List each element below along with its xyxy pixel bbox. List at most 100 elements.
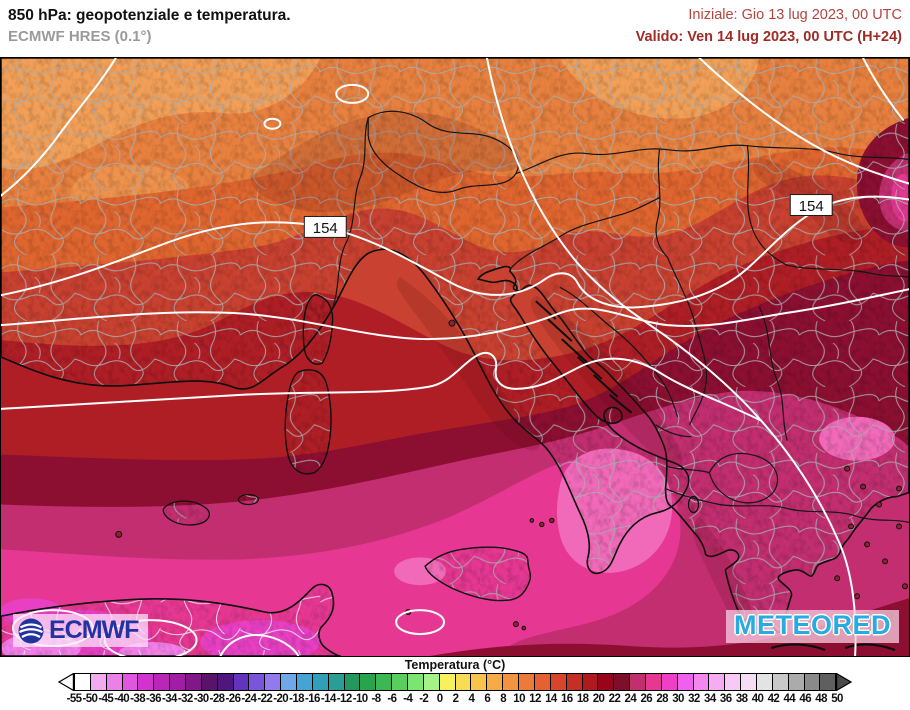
colorbar-tick: 34: [704, 693, 716, 705]
colorbar-cell: [708, 674, 725, 690]
contour-nw: [1, 58, 117, 197]
contour-ne-corner: [862, 58, 905, 121]
header-left: 850 hPa: geopotenziale e temperatura. EC…: [8, 5, 291, 47]
colorbar-cell: [375, 674, 392, 690]
border-montenegro: [655, 424, 692, 438]
colorbar-cell: [153, 674, 170, 690]
run-time-label: Iniziale: Gio 13 lug 2023, 00 UTC: [688, 7, 902, 23]
colorbar-tick: -8: [371, 693, 382, 705]
border-serbia-romania: [746, 145, 788, 266]
colorbar-tick: 28: [656, 693, 668, 705]
contour-loop-africa-4: [219, 634, 300, 656]
country-borders: [331, 110, 909, 524]
contour-154-main: [1, 195, 909, 309]
colorbar-cell: [407, 674, 423, 690]
model-subtitle: ECMWF HRES (0.1°): [8, 28, 152, 46]
colorbar-tick: 22: [608, 693, 621, 705]
colorbar-cells: [74, 673, 837, 691]
colorbar-cell: [200, 674, 217, 690]
colorbar-cell: [787, 674, 804, 690]
colorbar-tick: 40: [751, 693, 764, 705]
colorbar-tick: -14: [320, 693, 336, 705]
island-malta-2: [521, 625, 527, 631]
svg-text:154: 154: [313, 220, 338, 237]
colorbar-tick: 46: [799, 693, 811, 705]
colorbar-cell: [502, 674, 519, 690]
relief-alps: [250, 112, 521, 213]
colorbar-cell: [660, 674, 677, 690]
colorbar-right-arrow: [836, 673, 852, 691]
colorbar-cell: [74, 674, 90, 690]
colorbar-cell: [613, 674, 630, 690]
colorbar-cell: [470, 674, 487, 690]
colorbar-tick: 0: [436, 693, 443, 705]
colorbar-tick: -32: [177, 693, 193, 705]
colorbar-cell: [327, 674, 344, 690]
border-danube: [787, 264, 909, 278]
border-slovenia-croatia: [509, 196, 660, 270]
contour-loop-alps-2: [335, 83, 370, 104]
colorbar-tick: 42: [767, 693, 780, 705]
colorbar-cell: [311, 674, 328, 690]
colorbar-cell: [819, 674, 837, 690]
colorbar-left-arrow: [58, 673, 74, 691]
island-malta-1: [512, 621, 519, 628]
contour-south-parallel: [1, 288, 909, 341]
colorbar-cell: [137, 674, 154, 690]
aegean-islands: [834, 465, 909, 620]
colorbar-tick: -4: [403, 693, 413, 705]
colorbar-cell: [296, 674, 312, 690]
border-france-italy: [331, 117, 369, 310]
colorbar-cell: [185, 674, 201, 690]
colorbar-cell: [438, 674, 455, 690]
colorbar-cell: [391, 674, 408, 690]
border-bosnia-serbia: [666, 257, 708, 426]
valid-time-label: Valido: Ven 14 lug 2023, 00 UTC (H+24): [635, 28, 902, 45]
header-right: Iniziale: Gio 13 lug 2023, 00 UTC Valido…: [636, 5, 902, 48]
colorbar-tick: -50: [82, 693, 98, 705]
colorbar-cell: [581, 674, 598, 690]
colorbar-tick: 10: [513, 693, 525, 705]
colorbar-cell: [248, 674, 265, 690]
contour-loop-africa-3: [395, 609, 446, 636]
geopotential-label: 154: [789, 194, 833, 216]
colorbar-cell: [549, 674, 566, 690]
colorbar-tick: 30: [672, 693, 684, 705]
border-serbia-bulgaria: [758, 306, 788, 441]
coastline-sardinia: [284, 369, 332, 475]
colorbar-cell: [359, 674, 376, 690]
colorbar-ticks: -55 -50 -45 -40 -38 -36 -34 -32 -30 -28 -26 -24 -22-…: [67, 693, 844, 708]
colorbar-cell: [105, 674, 122, 690]
colorbar-cell: [518, 674, 534, 690]
contour-loop-alps-1: [263, 117, 282, 130]
colorbar-tick: -28: [209, 693, 225, 705]
page-title: 850 hPa: geopotenziale e temperatura.: [8, 7, 291, 24]
colorbar-tick: 4: [468, 693, 475, 705]
colorbar-tick: -16: [305, 693, 320, 705]
colorbar-cell: [724, 674, 741, 690]
colorbar-tick: 24: [624, 693, 637, 705]
colorbar-tick: -2: [419, 693, 429, 705]
colorbar-cell: [692, 674, 709, 690]
colorbar-tick: -38: [130, 693, 145, 705]
colorbar-cell: [264, 674, 281, 690]
ecmwf-logo-text: ECMWF: [49, 616, 139, 644]
contour-top-right: [698, 58, 909, 185]
colorbar-tick: 20: [592, 693, 605, 705]
colorbar-tick: -12: [336, 693, 352, 705]
island-aeolian-1: [539, 521, 545, 528]
colorbar-tick: -34: [161, 693, 177, 705]
contour-ne-diagonal: [485, 58, 857, 656]
relief-pindus: [693, 516, 760, 636]
crete-coast: [770, 643, 896, 652]
colorbar-cell: [771, 674, 788, 690]
colorbar-tick: -20: [273, 693, 289, 705]
legend-title: Temperatura (°C): [404, 658, 506, 672]
island-ibiza: [115, 530, 123, 538]
colorbar-tick: 2: [452, 693, 459, 705]
coastline-europe: [1, 58, 909, 634]
island-elba: [448, 319, 456, 327]
colorbar-tick: 38: [735, 693, 748, 705]
colorbar-tick: -40: [114, 693, 130, 705]
colorbar-tick: -6: [387, 693, 397, 705]
